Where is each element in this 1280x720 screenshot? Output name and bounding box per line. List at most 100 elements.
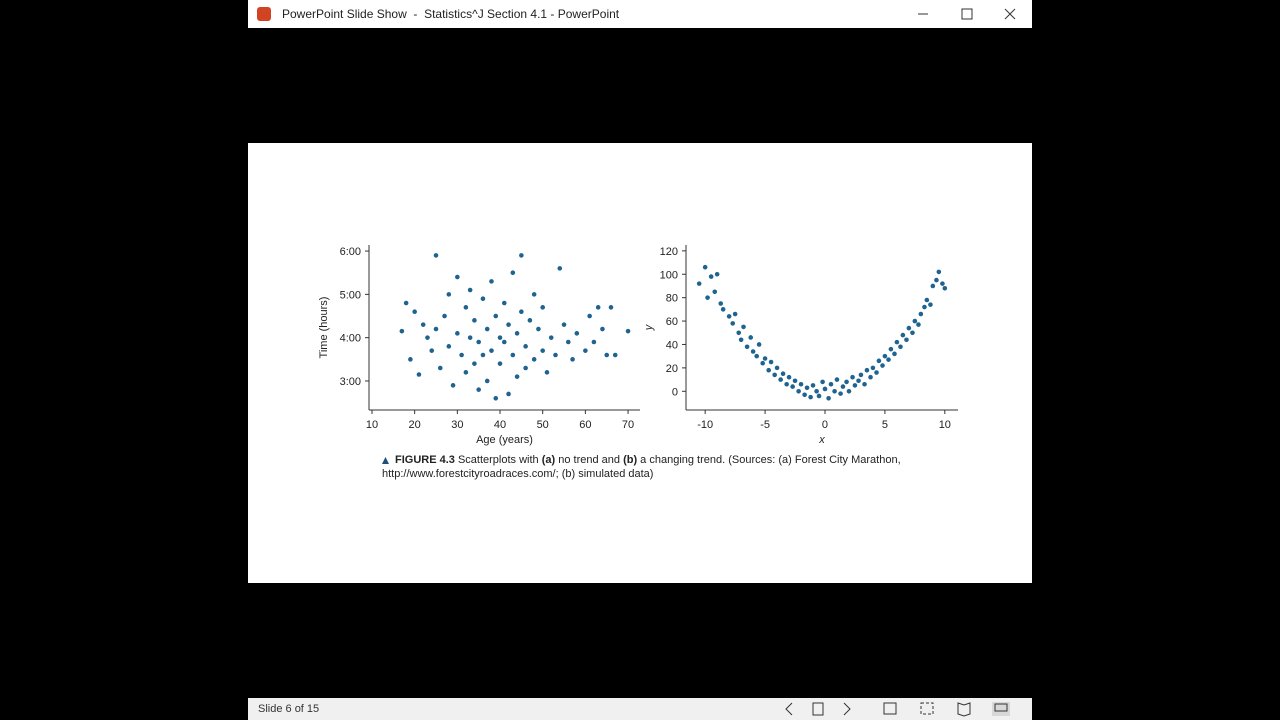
- point: [612, 352, 618, 358]
- y-tick-label: 20: [666, 363, 678, 375]
- prev-button[interactable]: [785, 702, 793, 716]
- x-tick-label: 20: [409, 419, 421, 431]
- point: [587, 313, 592, 319]
- point: [868, 374, 873, 380]
- point: [910, 330, 915, 336]
- point: [591, 339, 597, 345]
- slide-counter: Slide 6 of 15: [258, 703, 320, 715]
- point: [900, 332, 906, 338]
- point: [519, 309, 524, 314]
- y-axis-label: y: [643, 323, 655, 331]
- point: [870, 365, 876, 371]
- point: [936, 269, 942, 275]
- x-tick-label: 5: [882, 419, 888, 431]
- point: [403, 300, 409, 306]
- point: [600, 326, 605, 332]
- point: [501, 339, 507, 345]
- point: [912, 318, 918, 324]
- y-axis-label: Time (hours): [318, 297, 330, 359]
- normal-view[interactable]: [883, 702, 897, 715]
- x-axis-label: Age (years): [476, 434, 533, 446]
- point: [523, 365, 528, 371]
- point: [506, 391, 511, 397]
- menu-button[interactable]: [812, 702, 824, 716]
- point: [766, 367, 771, 373]
- maximize[interactable]: [961, 8, 973, 20]
- point: [916, 322, 921, 327]
- point: [856, 378, 861, 384]
- point: [834, 377, 840, 382]
- point: [760, 360, 765, 366]
- point: [928, 302, 933, 307]
- point: [476, 387, 481, 392]
- point: [741, 324, 746, 330]
- point: [730, 321, 736, 326]
- point: [514, 374, 520, 379]
- point: [497, 361, 503, 366]
- point: [437, 365, 443, 371]
- nav-icons: [785, 702, 1010, 717]
- point: [570, 357, 575, 362]
- point: [544, 370, 550, 375]
- point: [574, 331, 580, 336]
- point: [720, 307, 726, 312]
- point: [467, 335, 473, 340]
- slide: 3:00 4:00 5:00 6:00 10 20 30 40 50 60 70 Age (years…: [248, 143, 1032, 583]
- point: [754, 353, 759, 359]
- sorter-view[interactable]: [920, 702, 934, 715]
- point: [820, 379, 825, 385]
- point: [425, 335, 430, 340]
- point: [930, 283, 936, 289]
- point: [772, 372, 777, 378]
- point: [886, 357, 891, 362]
- point: [780, 371, 786, 377]
- point: [531, 357, 537, 362]
- point: [762, 356, 768, 361]
- point: [480, 352, 486, 358]
- point: [608, 305, 614, 310]
- point: [846, 388, 852, 394]
- point: [459, 352, 464, 358]
- point: [864, 367, 870, 373]
- point: [784, 381, 789, 387]
- point: [523, 344, 528, 349]
- point: [798, 381, 804, 387]
- point: [416, 372, 422, 377]
- point: [942, 285, 948, 291]
- point: [708, 274, 714, 279]
- point: [583, 348, 588, 353]
- point: [882, 353, 888, 359]
- point: [484, 326, 490, 332]
- point: [852, 383, 858, 388]
- slideshow-view[interactable]: [994, 703, 1008, 712]
- point: [844, 379, 849, 385]
- next-button[interactable]: [843, 702, 851, 716]
- point: [838, 391, 843, 396]
- slideshow-view-bg[interactable]: [992, 702, 1010, 716]
- point: [625, 328, 631, 334]
- reading-view[interactable]: [957, 702, 971, 717]
- x-tick-label: 50: [537, 419, 549, 431]
- point: [493, 396, 499, 401]
- close[interactable]: [1004, 8, 1016, 20]
- point: [561, 322, 567, 327]
- point: [489, 279, 494, 284]
- x-tick-label: 10: [939, 419, 951, 431]
- point: [732, 311, 738, 317]
- point: [744, 344, 750, 350]
- point: [463, 370, 469, 375]
- point: [557, 266, 563, 271]
- point: [463, 305, 469, 310]
- point: [892, 351, 897, 357]
- point: [748, 335, 754, 340]
- point: [924, 297, 930, 303]
- point: [540, 305, 545, 310]
- point: [840, 384, 846, 389]
- point: [894, 339, 900, 345]
- point: [604, 352, 610, 358]
- point: [566, 339, 571, 345]
- point: [536, 326, 541, 332]
- point: [714, 271, 720, 277]
